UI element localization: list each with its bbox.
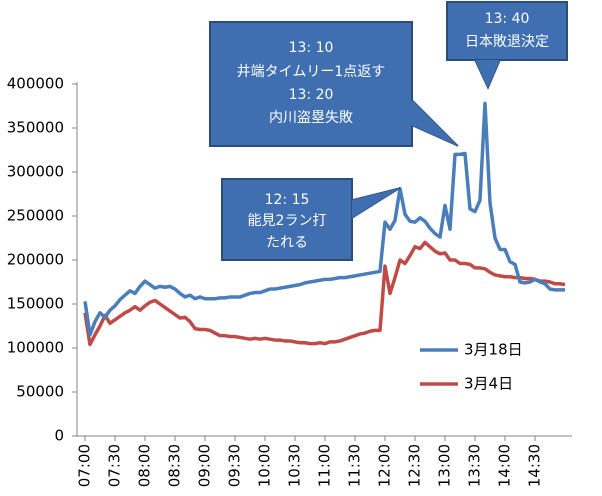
legend-label: 3月4日 — [464, 375, 513, 393]
callout: 13: 40 日本敗退決定 — [446, 1, 568, 90]
x-tick-label: 10:00 — [256, 444, 274, 487]
x-tick-label: 09:00 — [196, 444, 214, 487]
legend-label: 3月18日 — [464, 341, 523, 359]
x-tick-label: 13:30 — [466, 444, 484, 487]
callout-box — [209, 21, 413, 147]
x-tick-label: 07:00 — [76, 444, 94, 487]
callout-box — [221, 178, 353, 261]
y-tick-label: 0 — [54, 427, 64, 445]
x-tick-label: 07:30 — [106, 444, 124, 487]
x-tick-label: 14:00 — [496, 444, 514, 487]
callout-join — [400, 100, 458, 146]
y-tick-label: 100000 — [7, 339, 64, 357]
callout-join — [475, 60, 500, 88]
x-tick-label: 10:30 — [286, 444, 304, 487]
y-tick-label: 300000 — [7, 163, 64, 181]
y-tick-label: 400000 — [7, 75, 64, 93]
x-tick-label: 14:30 — [526, 444, 544, 487]
x-tick-label: 08:30 — [166, 444, 184, 487]
x-tick-label: 11:30 — [346, 444, 364, 487]
callout-join — [352, 188, 400, 218]
callout: 13: 10 井端タイムリー1点返す 13: 20 内川盗塁失敗 — [209, 21, 459, 147]
y-tick-label: 150000 — [7, 295, 64, 313]
x-tick-label: 12:30 — [406, 444, 424, 487]
callout-text: 13: 20 — [289, 87, 334, 103]
x-tick-label: 09:30 — [226, 444, 244, 487]
callout-text: 13: 10 — [289, 40, 334, 56]
callout-text: 12: 15 — [265, 192, 310, 208]
y-tick-label: 250000 — [7, 207, 64, 225]
callout-text: 能見2ラン打 — [248, 212, 327, 229]
series-line — [83, 101, 565, 337]
x-tick-label: 12:00 — [376, 444, 394, 487]
callout-text: 13: 40 — [485, 11, 530, 27]
x-tick-label: 11:00 — [316, 444, 334, 487]
callout-box — [446, 1, 568, 61]
callout-text: たれる — [266, 235, 308, 251]
x-tick-label: 08:00 — [136, 444, 154, 487]
callout-text: 井端タイムリー1点返す — [237, 64, 386, 80]
callout-text: 内川盗塁失敗 — [269, 110, 353, 126]
y-tick-label: 200000 — [7, 251, 64, 269]
series-line — [83, 240, 566, 347]
callout-text: 日本敗退決定 — [465, 34, 549, 50]
y-tick-label: 350000 — [7, 119, 64, 137]
x-tick-label: 13:00 — [436, 444, 454, 487]
y-tick-label: 50000 — [16, 383, 64, 401]
